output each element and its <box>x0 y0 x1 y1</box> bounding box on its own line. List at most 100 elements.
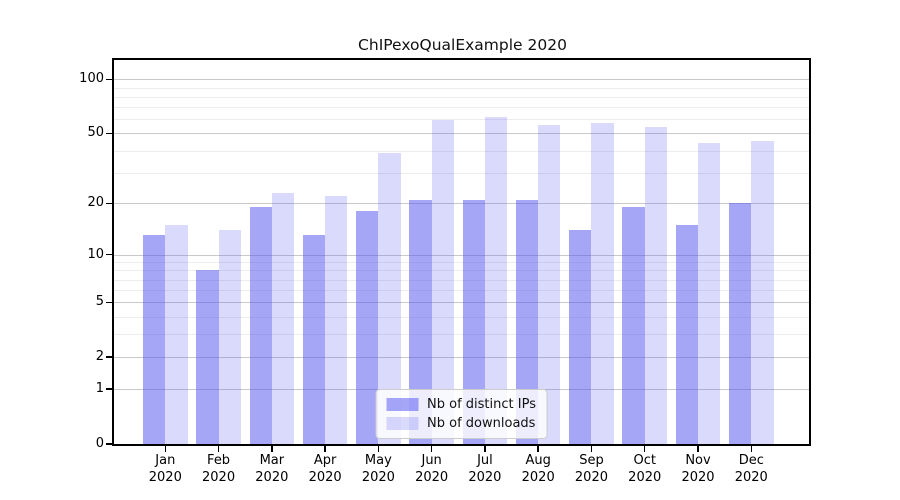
y-tick-mark <box>106 356 112 358</box>
bar-downloads-may <box>378 152 401 444</box>
x-tick-label-jan: Jan 2020 <box>135 452 195 486</box>
year-label: 2020 <box>361 470 395 485</box>
y-tick-label: 100 <box>79 71 104 87</box>
y-tick-mark <box>106 301 112 304</box>
gridline-major <box>114 254 809 256</box>
plot-area: Nb of distinct IPs Nb of downloads <box>112 58 811 446</box>
gridline-minor <box>114 279 809 281</box>
year-label: 2020 <box>734 470 768 485</box>
bar-distinct-ips-mar <box>249 207 272 444</box>
legend-label-distinct-ips: Nb of distinct IPs <box>427 397 536 412</box>
x-tick-mark <box>643 446 646 452</box>
y-tick-label: 1 <box>95 381 104 397</box>
y-tick-label: 20 <box>87 195 104 211</box>
year-label: 2020 <box>148 470 182 485</box>
month-label: Jan <box>155 453 176 468</box>
legend-swatch-downloads <box>386 417 419 430</box>
y-tick-mark <box>106 253 112 256</box>
year-label: 2020 <box>468 470 502 485</box>
bar-distinct-ips-sep <box>569 230 592 444</box>
bar-distinct-ips-aug <box>515 199 539 444</box>
x-tick-label-jun: Jun 2020 <box>402 452 462 486</box>
bar-downloads-jan <box>165 224 188 444</box>
gridline-major <box>114 203 809 205</box>
gridline-minor <box>114 96 809 98</box>
legend-swatch-distinct-ips <box>386 398 419 411</box>
month-label: Sep <box>579 453 604 468</box>
bar-distinct-ips-jun <box>409 199 432 444</box>
year-label: 2020 <box>521 470 555 485</box>
x-tick-label-sep: Sep 2020 <box>561 452 621 486</box>
x-tick-label-dec: Dec 2020 <box>721 452 781 486</box>
y-tick-label: 50 <box>87 125 104 141</box>
month-label: Oct <box>633 453 656 468</box>
x-tick-label-apr: Apr 2020 <box>295 452 355 486</box>
bar-distinct-ips-may <box>356 211 379 444</box>
bar-distinct-ips-nov <box>675 224 698 444</box>
chart-title: ChIPexoQualExample 2020 <box>358 36 567 54</box>
legend-label-downloads: Nb of downloads <box>427 416 536 431</box>
bar-distinct-ips-apr <box>302 235 326 444</box>
bar-downloads-feb <box>218 230 241 444</box>
y-tick-label: 10 <box>87 246 104 262</box>
gridline-minor <box>114 262 809 264</box>
x-tick-label-feb: Feb 2020 <box>189 452 249 486</box>
year-label: 2020 <box>308 470 342 485</box>
gridline-minor <box>114 119 809 121</box>
legend-item-distinct-ips: Nb of distinct IPs <box>384 395 538 414</box>
year-label: 2020 <box>255 470 289 485</box>
gridline-minor <box>114 316 809 318</box>
x-tick-mark <box>537 446 539 452</box>
month-label: Dec <box>738 453 764 468</box>
month-label: Feb <box>207 453 231 468</box>
bar-distinct-ips-jul <box>462 199 485 444</box>
gridline-major <box>114 79 809 81</box>
bar-distinct-ips-jan <box>143 235 166 444</box>
gridline-major <box>114 133 809 135</box>
month-label: Apr <box>313 453 337 468</box>
month-label: Jul <box>477 453 493 468</box>
bar-distinct-ips-feb <box>196 270 219 444</box>
y-tick-mark <box>106 443 112 445</box>
year-label: 2020 <box>202 470 236 485</box>
y-tick-label: 2 <box>95 349 104 365</box>
x-tick-label-mar: Mar 2020 <box>242 452 302 486</box>
y-tick-mark <box>106 78 112 81</box>
bar-downloads-sep <box>591 123 614 444</box>
bar-downloads-dec <box>751 141 774 444</box>
gridline-major <box>114 357 809 359</box>
x-tick-mark <box>590 446 593 452</box>
year-label: 2020 <box>628 470 662 485</box>
x-tick-mark <box>217 446 220 452</box>
x-tick-mark <box>164 446 167 452</box>
bar-downloads-oct <box>644 127 668 444</box>
bar-downloads-nov <box>698 143 721 444</box>
gridline-minor <box>114 107 809 109</box>
x-tick-mark <box>324 446 326 452</box>
month-label: Mar <box>259 453 285 468</box>
x-tick-label-aug: Aug 2020 <box>508 452 568 486</box>
gridline-minor <box>114 270 809 272</box>
gridline-minor <box>114 87 809 89</box>
x-tick-mark <box>430 446 433 452</box>
month-label: May <box>364 453 392 468</box>
x-tick-mark <box>697 446 699 452</box>
y-tick-mark <box>106 202 112 205</box>
year-label: 2020 <box>415 470 449 485</box>
x-tick-label-jul: Jul 2020 <box>455 452 515 486</box>
bar-distinct-ips-dec <box>728 203 752 444</box>
bar-downloads-aug <box>538 124 561 444</box>
x-tick-label-nov: Nov 2020 <box>668 452 728 486</box>
year-label: 2020 <box>681 470 715 485</box>
x-tick-label-oct: Oct 2020 <box>615 452 675 486</box>
x-tick-mark <box>750 446 753 452</box>
bar-downloads-apr <box>325 196 348 444</box>
bar-downloads-jun <box>431 120 454 444</box>
y-tick-mark <box>106 132 112 135</box>
gridline-minor <box>114 290 809 292</box>
gridline-minor <box>114 172 809 174</box>
y-tick-label: 0 <box>95 436 104 451</box>
gridline-minor <box>114 334 809 336</box>
y-tick-label: 5 <box>95 294 104 310</box>
